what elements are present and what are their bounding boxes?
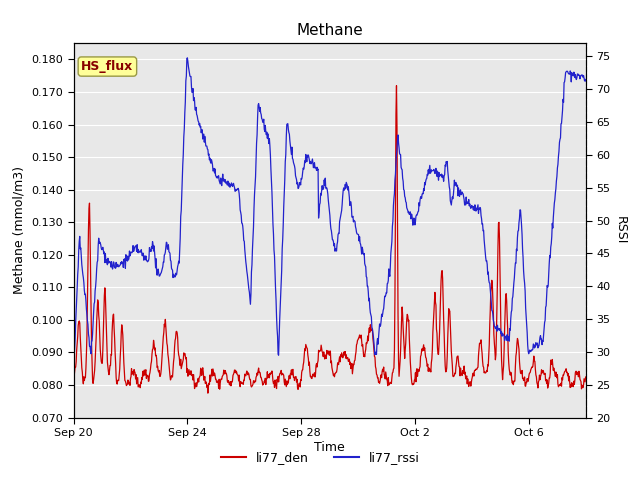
X-axis label: Time: Time — [314, 441, 345, 454]
Y-axis label: RSSI: RSSI — [614, 216, 627, 245]
Text: HS_flux: HS_flux — [81, 60, 134, 73]
Y-axis label: Methane (mmol/m3): Methane (mmol/m3) — [13, 167, 26, 294]
Title: Methane: Methane — [296, 23, 363, 38]
Legend: li77_den, li77_rssi: li77_den, li77_rssi — [216, 446, 424, 469]
